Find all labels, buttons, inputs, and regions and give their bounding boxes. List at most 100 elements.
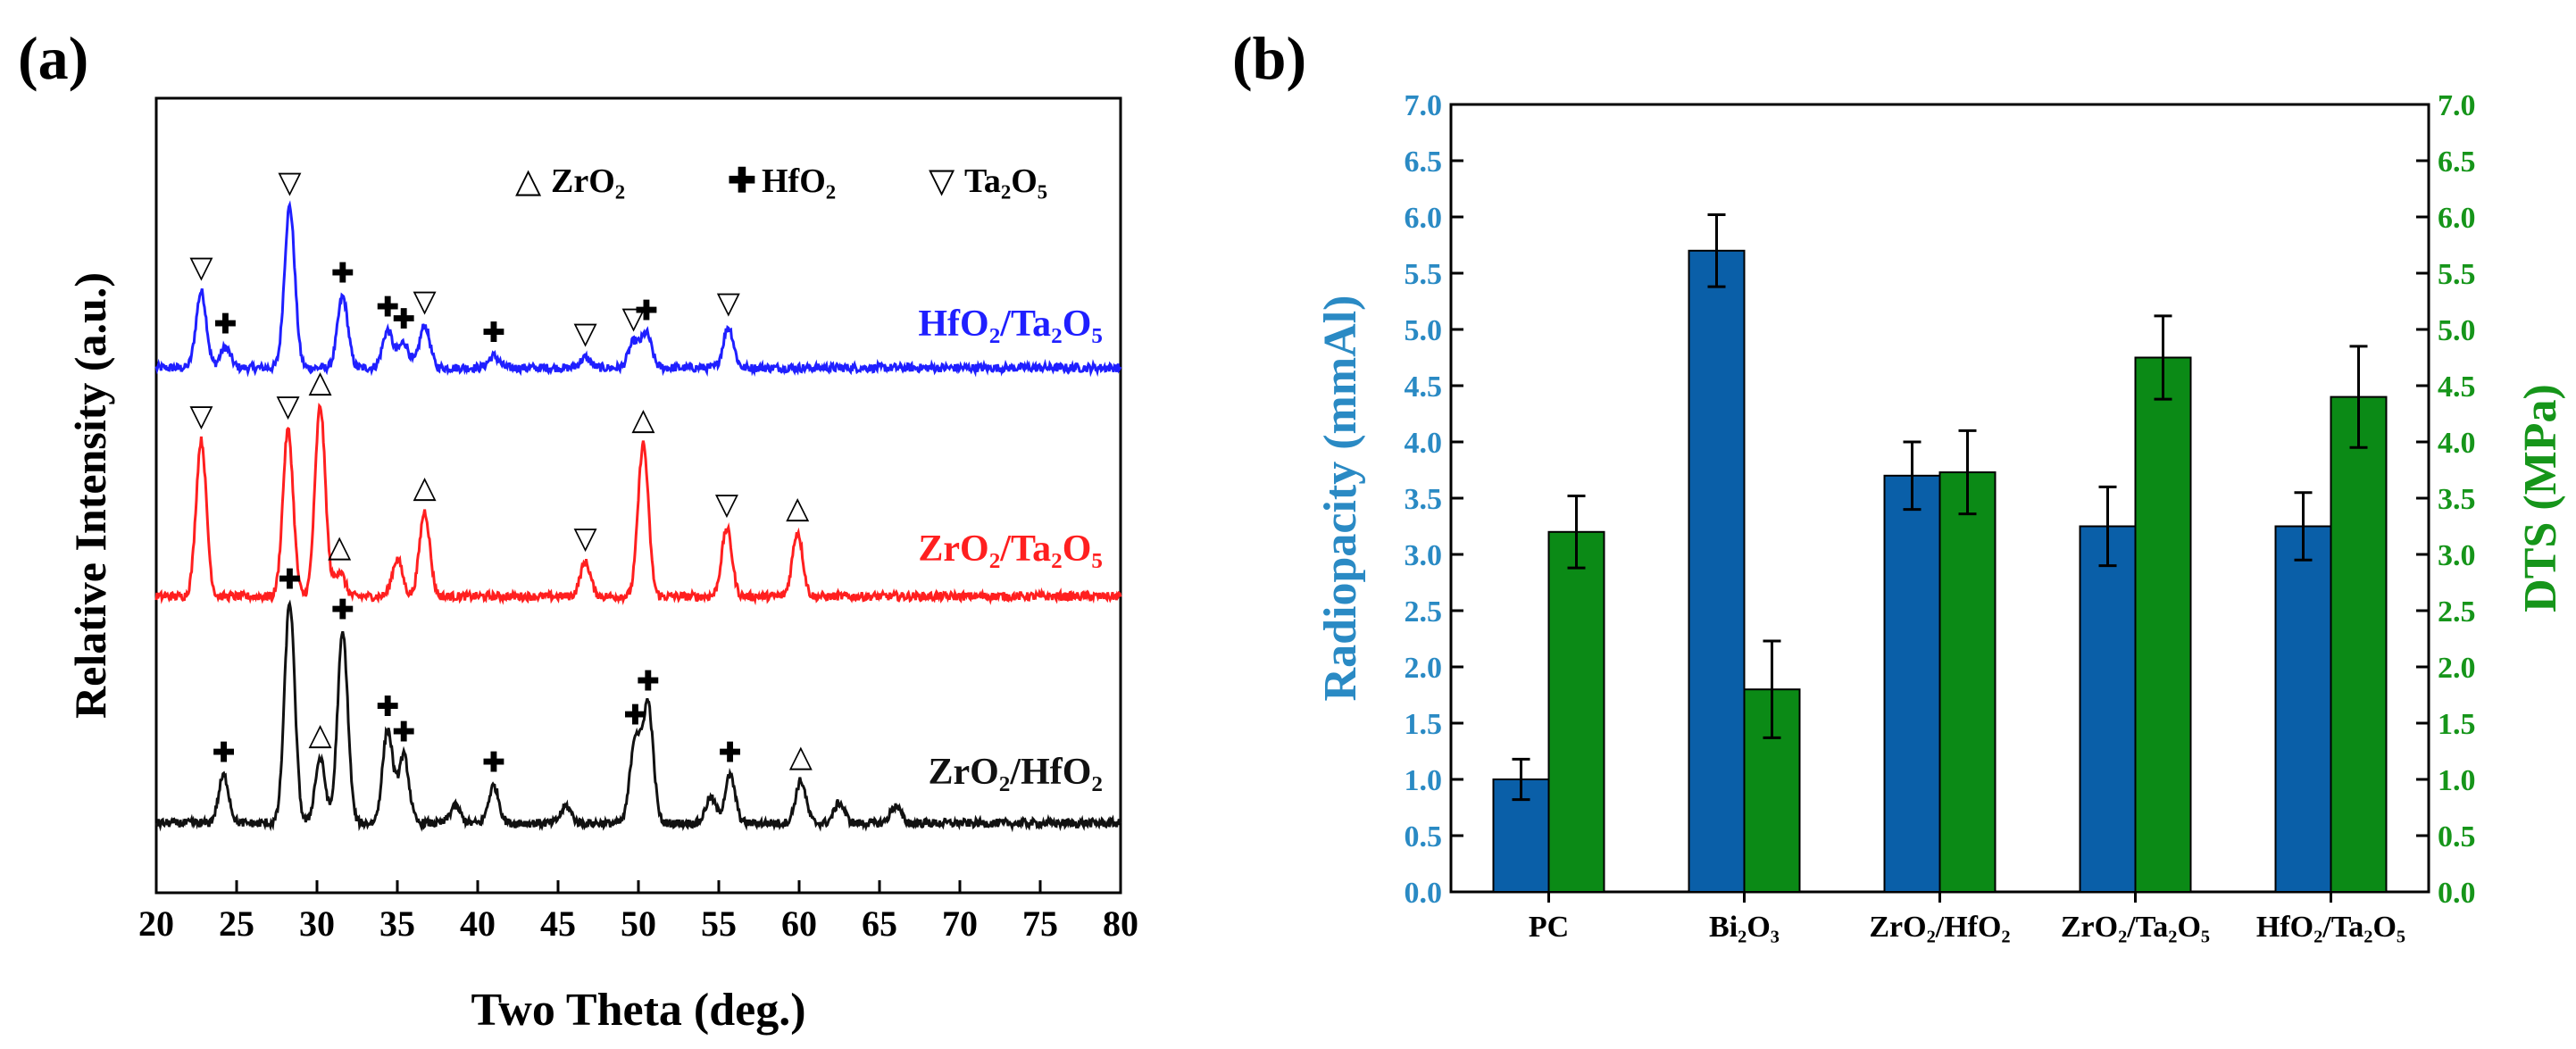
legend-hfo2-label: HfO₂ [762, 162, 836, 200]
left-tick-label: 3.5 [1405, 483, 1443, 516]
radiopacity-bar [2079, 525, 2137, 893]
peak-marker: ✚ [331, 259, 354, 288]
peak-marker: △ [328, 531, 352, 564]
left-tick-label: 6.0 [1405, 202, 1443, 235]
legend-zro2-label: ZrO₂ [551, 162, 625, 200]
right-tick-label: 1.0 [2438, 764, 2476, 797]
peak-marker: △ [413, 471, 438, 504]
panel-a-x-ticks: 20 25 30 35 40 45 50 55 60 65 70 75 80 [138, 880, 1138, 944]
peak-marker: ✚ [482, 748, 504, 778]
peak-marker: ✚ [214, 310, 237, 339]
radiopacity-bar [1883, 474, 1941, 893]
panel-b-x-categories: PC Bi₂O₃ ZrO₂/HfO₂ ZrO₂/Ta₂O₅ HfO₂/Ta₂O₅ [1529, 892, 2405, 944]
radiopacity-bar [2274, 525, 2332, 893]
left-tick-label: 2.0 [1405, 652, 1443, 685]
peak-marker: △ [789, 741, 813, 774]
right-tick-label: 0.0 [2438, 877, 2476, 910]
right-tick-label: 4.0 [2438, 427, 2476, 460]
panel-b-label: (b) [1232, 24, 1306, 92]
peak-marker: ✚ [331, 595, 354, 625]
right-tick-label: 5.5 [2438, 258, 2476, 291]
x-tick-label: 40 [460, 903, 496, 944]
x-tick-label: 55 [701, 903, 737, 944]
left-tick-label: 1.5 [1405, 708, 1443, 741]
x-tick-label: 30 [299, 903, 335, 944]
left-tick-label: 4.0 [1405, 427, 1443, 460]
peak-marker: ▽ [715, 488, 739, 521]
peak-marker: ▽ [622, 303, 646, 336]
x-tick-label: 45 [540, 903, 576, 944]
peak-marker: ✚ [377, 693, 399, 722]
dts-bar [2134, 356, 2192, 893]
peak-marker: △ [309, 719, 333, 752]
panel-b-left-axis-label: Radiopacity (mmAl) [1315, 296, 1366, 702]
peak-marker: ✚ [377, 293, 399, 322]
panel-b-right-axis-label: DTS (MPa) [2515, 384, 2566, 612]
peak-marker: △ [786, 492, 810, 525]
panel-b-y-ticks: 0.0 0.0 0.5 0.5 1.0 1.0 1.5 1.5 2.0 2.0 2.5 2.5 3.0 3… [1405, 89, 2476, 910]
right-tick-label: 1.5 [2438, 708, 2476, 741]
dts-bar [1938, 471, 1997, 894]
right-tick-label: 3.5 [2438, 483, 2476, 516]
trace-label-hfo2-ta2o5: HfO₂/Ta₂O₅ [918, 304, 1103, 345]
right-tick-label: 2.5 [2438, 595, 2476, 629]
left-tick-label: 6.5 [1405, 146, 1443, 179]
dts-bar [2330, 395, 2388, 894]
trace-label-zro2-hfo2: ZrO₂/HfO₂ [928, 752, 1103, 793]
right-tick-label: 5.0 [2438, 314, 2476, 347]
left-tick-label: 5.0 [1405, 314, 1443, 347]
peak-marker: ▽ [717, 287, 741, 320]
x-tick-label: 35 [379, 903, 415, 944]
radiopacity-bar [1688, 249, 1746, 893]
dts-bar [1547, 530, 1605, 893]
x-tick-label: 70 [942, 903, 978, 944]
peak-marker: ✚ [624, 701, 646, 730]
category-label: ZrO₂/HfO₂ [1869, 911, 2010, 944]
xrd-trace [154, 402, 1122, 606]
panel-a-peak-markers: ▽✚▽✚✚✚▽✚ ▽ ▽✚ ▽▽ ▽△△△▽△▽ △✚✚△✚✚✚✚✚✚✚ △ [189, 167, 813, 778]
right-tick-label: 3.0 [2438, 539, 2476, 572]
right-tick-label: 4.5 [2438, 370, 2476, 404]
peak-marker: ✚ [393, 305, 415, 335]
x-tick-label: 65 [862, 903, 897, 944]
left-tick-label: 3.0 [1405, 539, 1443, 572]
right-tick-label: 0.5 [2438, 820, 2476, 853]
peak-marker: ▽ [189, 400, 213, 433]
left-tick-label: 0.5 [1405, 820, 1443, 853]
x-tick-label: 75 [1022, 903, 1058, 944]
peak-marker: ▽ [189, 252, 213, 285]
panel-a-label: (a) [18, 24, 88, 92]
peak-marker: ✚ [393, 718, 415, 747]
peak-marker: △ [631, 404, 655, 437]
peak-marker: ▽ [277, 390, 301, 423]
panel-b: (b) 0.0 0.0 0.5 0.5 1.0 1.0 1.5 1.5 2.0 2.0 2.5 2.5… [1232, 24, 2566, 944]
panel-b-bars [1492, 212, 2388, 894]
x-tick-label: 50 [621, 903, 656, 944]
category-label: HfO₂/Ta₂O₅ [2256, 911, 2405, 944]
xrd-trace [154, 599, 1122, 833]
panel-a: (a) 20 25 30 35 40 45 50 55 60 65 70 75 80 Two Theta… [18, 24, 1138, 1036]
legend-hfo2-symbol: ✚ [728, 162, 756, 200]
legend-ta2o5-label: Ta₂O₅ [964, 162, 1047, 200]
right-tick-label: 2.0 [2438, 652, 2476, 685]
category-label: ZrO₂/Ta₂O₅ [2061, 911, 2210, 944]
right-tick-label: 7.0 [2438, 89, 2476, 122]
category-label: Bi₂O₃ [1709, 911, 1780, 944]
left-tick-label: 5.5 [1405, 258, 1443, 291]
panel-a-y-axis-label: Relative Intensity (a.u.) [65, 272, 115, 719]
left-tick-label: 4.5 [1405, 370, 1443, 404]
left-tick-label: 7.0 [1405, 89, 1443, 122]
peak-marker: ✚ [279, 565, 301, 595]
panel-a-legend: △ ZrO₂ ✚ HfO₂ ▽ Ta₂O₅ [515, 162, 1047, 200]
peak-marker: ✚ [635, 296, 657, 326]
right-tick-label: 6.0 [2438, 202, 2476, 235]
peak-marker: ▽ [574, 318, 598, 351]
trace-label-zro2-ta2o5: ZrO₂/Ta₂O₅ [918, 529, 1103, 570]
left-tick-label: 1.0 [1405, 764, 1443, 797]
legend-zro2-symbol: △ [515, 162, 542, 200]
peak-marker: ✚ [637, 667, 659, 696]
peak-marker: ▽ [413, 286, 438, 319]
panel-a-x-axis-label: Two Theta (deg.) [471, 985, 805, 1036]
peak-marker: ✚ [482, 319, 504, 348]
